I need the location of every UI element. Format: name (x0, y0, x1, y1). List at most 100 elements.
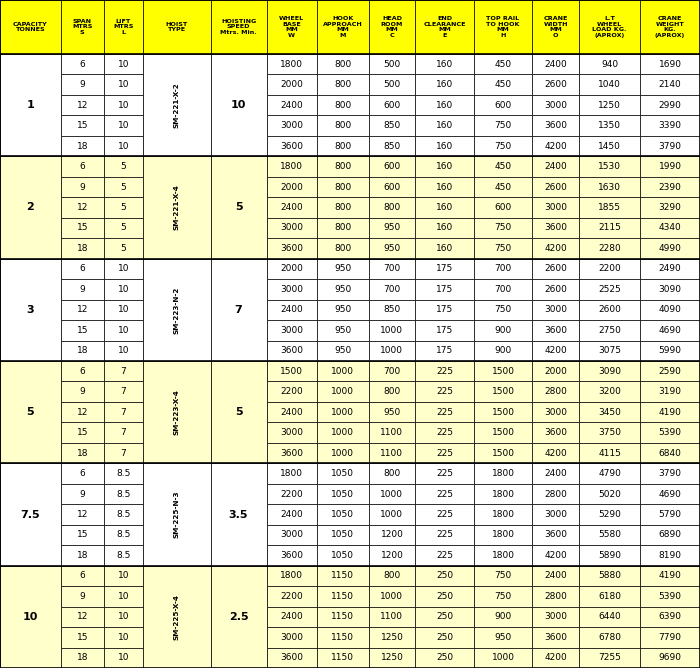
Text: 950: 950 (384, 407, 400, 417)
Text: 12: 12 (76, 407, 88, 417)
Bar (104, 361, 143, 381)
Bar (640, 361, 700, 381)
Text: SM-225-N-3: SM-225-N-3 (174, 491, 180, 538)
Text: 225: 225 (436, 510, 453, 519)
Bar (579, 320, 640, 341)
Bar (415, 279, 474, 300)
Bar (579, 402, 640, 422)
Bar (415, 300, 474, 320)
Bar (640, 464, 700, 484)
Bar (579, 54, 640, 74)
Bar (104, 607, 143, 627)
Text: 9: 9 (79, 285, 85, 294)
Bar (415, 320, 474, 341)
Bar (143, 443, 211, 464)
Bar (0, 259, 61, 361)
Text: 4200: 4200 (545, 346, 567, 355)
Bar (143, 238, 211, 259)
Bar (316, 361, 368, 381)
Bar (579, 156, 640, 177)
Text: 225: 225 (436, 530, 453, 540)
Text: 18: 18 (76, 142, 88, 150)
Bar (0, 156, 61, 259)
Bar (640, 341, 700, 361)
Text: 12: 12 (76, 203, 88, 212)
Text: 1040: 1040 (598, 80, 621, 90)
Text: 1530: 1530 (598, 162, 621, 171)
Text: 10: 10 (118, 592, 129, 601)
Bar (211, 381, 267, 402)
Bar (415, 443, 474, 464)
Bar (532, 156, 579, 177)
Bar (267, 566, 316, 586)
Text: 250: 250 (436, 633, 453, 642)
Text: 3600: 3600 (544, 121, 567, 130)
Text: 160: 160 (436, 203, 453, 212)
Bar (474, 116, 532, 136)
Text: 1150: 1150 (331, 571, 354, 580)
Bar (143, 156, 211, 177)
Text: 4115: 4115 (598, 449, 621, 458)
Bar (143, 566, 211, 668)
Text: 1800: 1800 (491, 510, 514, 519)
Bar (316, 422, 368, 443)
Bar (316, 320, 368, 341)
Bar (368, 95, 415, 116)
Text: 12: 12 (76, 510, 88, 519)
Bar (415, 504, 474, 525)
Bar (0, 422, 61, 443)
Text: 450: 450 (494, 162, 512, 171)
Text: 10: 10 (118, 571, 129, 580)
Text: 1690: 1690 (659, 59, 682, 69)
Text: 800: 800 (334, 224, 351, 232)
Bar (0, 116, 61, 136)
Bar (267, 525, 316, 545)
Bar (267, 259, 316, 279)
Text: 2400: 2400 (545, 469, 567, 478)
Text: 950: 950 (384, 244, 400, 253)
Text: 500: 500 (384, 80, 400, 90)
Bar (61, 177, 104, 197)
Text: 18: 18 (76, 346, 88, 355)
Bar (415, 54, 474, 74)
Bar (61, 95, 104, 116)
Bar (143, 300, 211, 320)
Text: 160: 160 (436, 162, 453, 171)
Text: SM-225-X-4: SM-225-X-4 (174, 594, 180, 640)
Bar (143, 586, 211, 607)
Bar (104, 586, 143, 607)
Text: 600: 600 (384, 101, 400, 110)
Bar (104, 197, 143, 218)
Text: 750: 750 (494, 121, 512, 130)
Bar (211, 218, 267, 238)
Bar (61, 300, 104, 320)
Text: 15: 15 (76, 428, 88, 437)
Bar (640, 279, 700, 300)
Bar (104, 545, 143, 566)
Bar (0, 54, 61, 156)
Text: 3600: 3600 (544, 633, 567, 642)
Bar (532, 320, 579, 341)
Text: 1000: 1000 (331, 449, 354, 458)
Bar (0, 443, 61, 464)
Bar (0, 361, 61, 464)
Text: 7255: 7255 (598, 653, 621, 662)
Bar (316, 484, 368, 504)
Text: 3000: 3000 (544, 613, 567, 621)
Bar (532, 300, 579, 320)
Bar (267, 197, 316, 218)
Bar (640, 259, 700, 279)
Text: 6890: 6890 (659, 530, 682, 540)
Text: 4200: 4200 (545, 244, 567, 253)
Bar (532, 218, 579, 238)
Text: 9: 9 (79, 80, 85, 90)
Bar (104, 177, 143, 197)
Bar (474, 484, 532, 504)
Text: 3000: 3000 (544, 101, 567, 110)
Text: 175: 175 (436, 346, 453, 355)
Text: 1000: 1000 (381, 592, 403, 601)
Bar (0, 525, 61, 545)
Text: 2800: 2800 (544, 592, 567, 601)
Text: 2400: 2400 (280, 407, 303, 417)
Text: 175: 175 (436, 326, 453, 335)
